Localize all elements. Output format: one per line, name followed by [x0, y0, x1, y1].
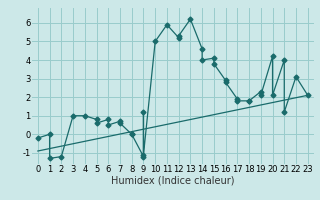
X-axis label: Humidex (Indice chaleur): Humidex (Indice chaleur): [111, 176, 235, 186]
